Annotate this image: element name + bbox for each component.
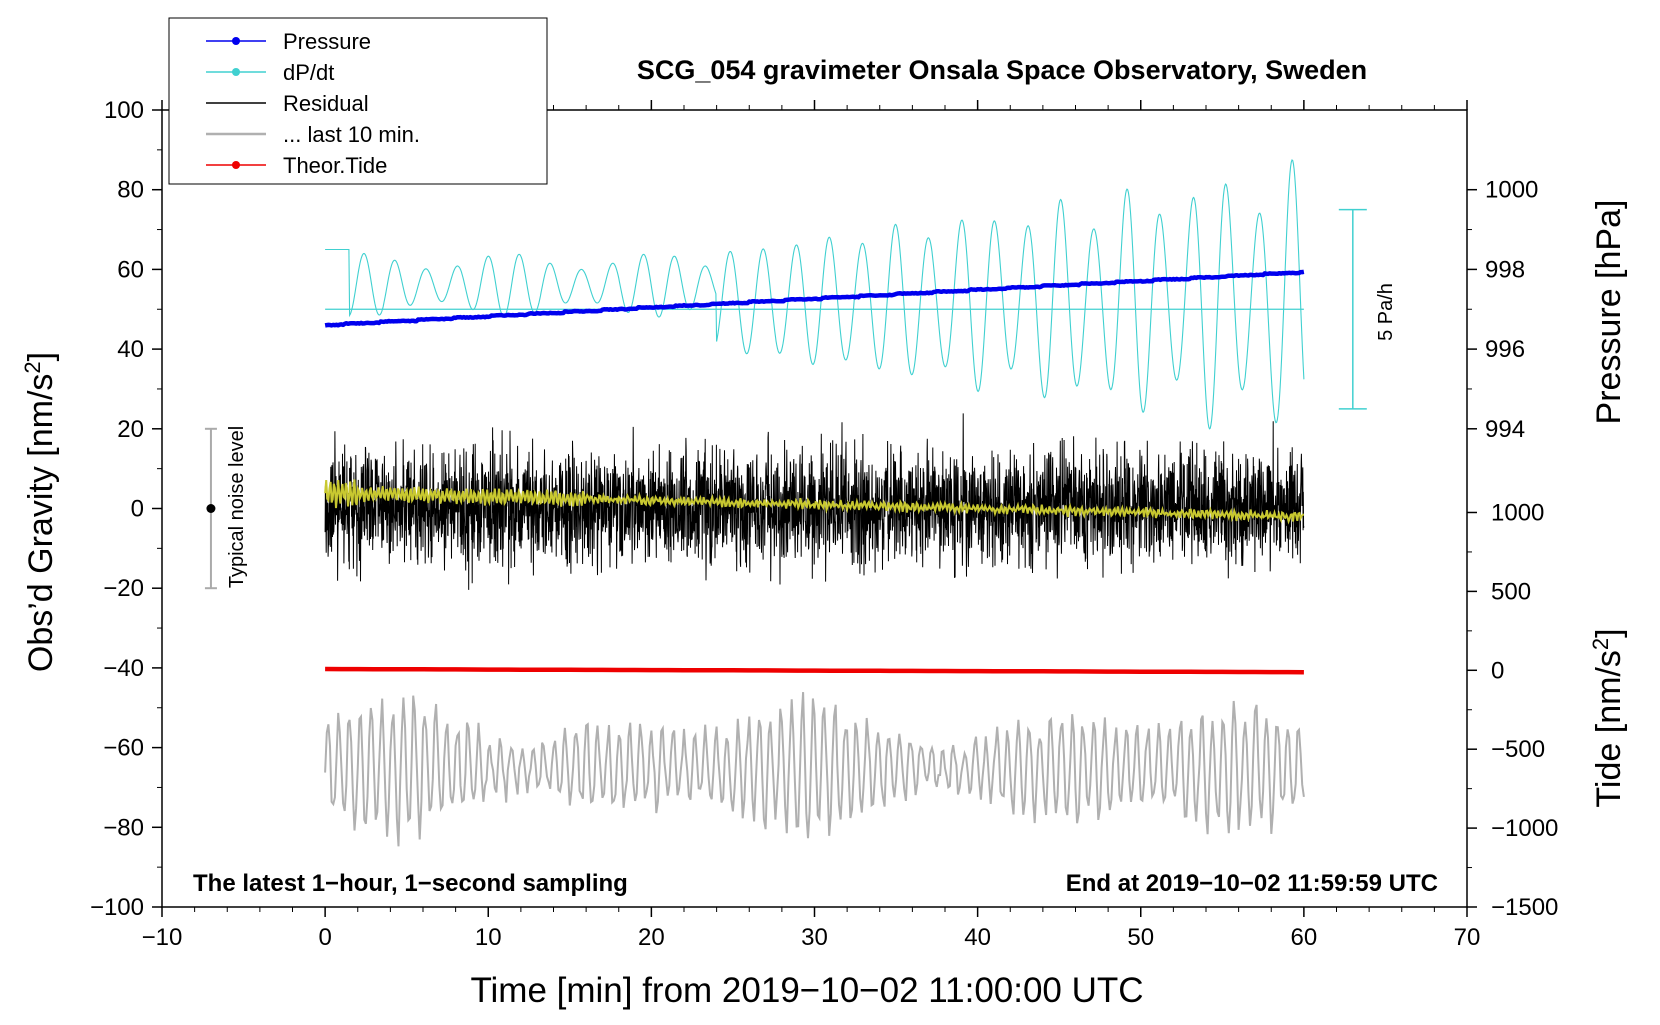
series-residual-smoothed-line — [324, 479, 1305, 525]
y-tick-label: −60 — [103, 735, 144, 762]
tide-tick-label: 0 — [1491, 657, 1504, 684]
x-tick-label: 40 — [964, 924, 991, 951]
x-tick-label: 60 — [1291, 924, 1318, 951]
tide-tick-label: −1500 — [1491, 894, 1558, 921]
x-tick-label: 70 — [1454, 924, 1481, 951]
y-tick-label: −40 — [103, 655, 144, 682]
pressure-tick-label: 996 — [1485, 336, 1525, 363]
noise-level-label: Typical noise level — [226, 426, 248, 588]
series-last10-line — [324, 692, 1305, 847]
y-label-tide-main: Tide [nm/s — [1590, 650, 1628, 807]
y-axis-label-left: Obs’d Gravity [nm/s2] — [20, 352, 60, 672]
y-axis-label-tide: Tide [nm/s2] — [1588, 628, 1628, 807]
y-tick-label: 20 — [117, 416, 144, 443]
y-tick-label: −80 — [103, 814, 144, 841]
y-label-left-sup: 2 — [20, 361, 45, 373]
annotation-end-time: End at 2019−10−02 11:59:59 UTC — [1066, 870, 1438, 897]
legend-label: Residual — [283, 91, 369, 116]
y-label-tide-close: ] — [1590, 628, 1628, 637]
dpdt-scale-label: 5 Pa/h — [1375, 283, 1397, 341]
y-tick-label: 80 — [117, 177, 144, 204]
legend: Pressure dP/dt Residual ... last 10 min. The… — [168, 17, 548, 185]
y-tick-label: 40 — [117, 336, 144, 363]
tide-tick-label: 1000 — [1491, 499, 1544, 526]
tide-tick-label: −1000 — [1491, 815, 1558, 842]
annotation-layer — [204, 208, 1367, 590]
annotation-sampling: The latest 1−hour, 1−second sampling — [193, 870, 628, 897]
chart-title: SCG_054 gravimeter Onsala Space Observat… — [637, 55, 1367, 85]
series-layer — [324, 159, 1305, 847]
x-tick-label: 20 — [638, 924, 665, 951]
y-tick-label: 0 — [131, 496, 144, 523]
series-dpdt-line — [325, 159, 1305, 430]
y-axis-label-pressure: Pressure [hPa] — [1590, 200, 1628, 425]
legend-label: Pressure — [283, 29, 371, 54]
pressure-tick-label: 994 — [1485, 416, 1525, 443]
y-label-left-close: ] — [22, 352, 60, 361]
legend-swatch-marker — [232, 161, 240, 169]
legend-swatch-marker — [232, 68, 240, 76]
y-label-left-main: Obs’d Gravity [nm/s — [22, 374, 60, 673]
tide-tick-label: 500 — [1491, 578, 1531, 605]
legend-label: ... last 10 min. — [283, 122, 420, 147]
legend-box — [168, 17, 548, 185]
pressure-tick-label: 998 — [1485, 256, 1525, 283]
y-tick-label: −100 — [90, 894, 144, 921]
series-tide-line — [325, 666, 1304, 675]
tide-tick-label: −500 — [1491, 736, 1545, 763]
legend-label: Theor.Tide — [283, 153, 387, 178]
noise-bar-dot — [206, 504, 216, 513]
x-tick-label: 10 — [475, 924, 502, 951]
x-tick-label: −10 — [142, 924, 183, 951]
y-tick-label: −20 — [103, 575, 144, 602]
y-tick-label: 60 — [117, 256, 144, 283]
legend-swatch-marker — [232, 37, 240, 45]
x-axis-label: Time [min] from 2019−10−02 11:00:00 UTC — [470, 971, 1143, 1010]
series-pressure-line — [324, 269, 1305, 328]
x-tick-label: 30 — [801, 924, 828, 951]
pressure-tick-label: 1000 — [1485, 177, 1538, 204]
legend-label: dP/dt — [283, 60, 334, 85]
y-tick-label: 100 — [104, 97, 144, 124]
series-residual-line — [324, 413, 1305, 590]
y-label-tide-sup: 2 — [1588, 638, 1613, 650]
x-tick-label: 0 — [318, 924, 331, 951]
axis-layer: −10 0 10 20 30 40 50 60 70−100−80−60−40−20020406… — [90, 97, 1558, 951]
x-tick-label: 50 — [1127, 924, 1154, 951]
